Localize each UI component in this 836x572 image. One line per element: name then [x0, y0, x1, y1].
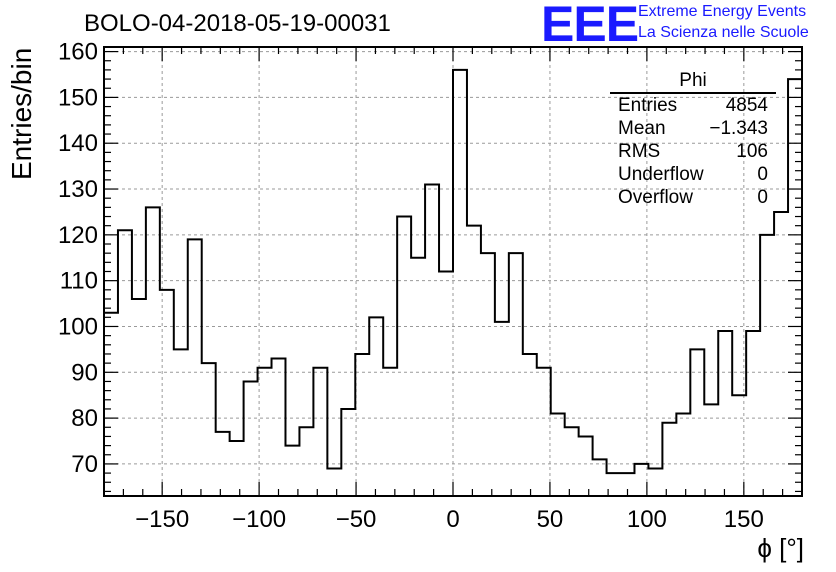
x-tick-label: −150	[135, 506, 189, 533]
x-tick-label: 50	[537, 506, 564, 533]
stats-label: Entries	[618, 95, 678, 116]
histogram-bin	[258, 368, 272, 496]
stats-value: 0	[757, 164, 768, 185]
y-tick-label: 120	[58, 222, 98, 249]
histogram-bin	[132, 299, 146, 496]
stats-label: Mean	[618, 118, 666, 139]
stats-label: RMS	[618, 141, 661, 162]
x-tick-label: 150	[724, 506, 764, 533]
histogram-bin	[118, 230, 132, 496]
histogram-bin	[383, 368, 397, 496]
histogram-bin	[299, 427, 313, 496]
y-tick-label: 130	[58, 176, 98, 203]
stats-row-overflow: Overflow 0	[610, 186, 776, 209]
histogram-bin	[523, 354, 537, 496]
stats-row-mean: Mean −1.343	[610, 117, 776, 140]
histogram-bin	[648, 469, 662, 496]
y-tick-label: 80	[71, 405, 98, 432]
histogram-bin	[285, 446, 299, 496]
stats-row-rms: RMS 106	[610, 140, 776, 163]
histogram-bin	[481, 253, 495, 496]
histogram-bin	[495, 322, 509, 496]
stats-value: −1.343	[709, 118, 768, 139]
histogram-bin	[662, 423, 676, 496]
y-tick-label: 90	[71, 359, 98, 386]
x-axis-label: ϕ [°]	[757, 533, 804, 563]
stats-value: 4854	[725, 95, 768, 116]
x-tick-label: 100	[627, 506, 667, 533]
histogram-bin	[230, 441, 244, 496]
histogram-bin	[425, 184, 439, 496]
histogram-bin	[341, 409, 355, 496]
chart-title: BOLO-04-2018-05-19-00031	[84, 10, 391, 37]
y-tick-label: 70	[71, 451, 98, 478]
histogram-bin	[327, 469, 341, 496]
histogram-bin	[439, 272, 453, 497]
histogram-bin	[788, 79, 802, 496]
y-tick-label: 110	[60, 268, 98, 295]
stats-box: Phi Entries 4854 Mean −1.343 RMS 106 Und…	[610, 70, 776, 209]
histogram-bin	[313, 368, 327, 496]
histogram-bin	[174, 349, 188, 496]
histogram-bin	[216, 432, 230, 496]
histogram-bin	[760, 235, 774, 496]
y-tick-label: 140	[58, 130, 98, 157]
stats-row-entries: Entries 4854	[610, 94, 776, 117]
eee-logo: EEE	[541, 0, 639, 52]
x-tick-label: 0	[446, 506, 459, 533]
histogram-bin	[397, 217, 411, 496]
histogram-bin	[411, 258, 425, 496]
histogram-bin	[593, 459, 607, 496]
histogram-bin	[676, 414, 690, 496]
x-tick-label: −50	[336, 506, 377, 533]
histogram-bin	[551, 414, 565, 496]
histogram-series-line	[104, 68, 802, 475]
logo-text-line1: Extreme Energy Events	[638, 3, 807, 20]
histogram-bin	[537, 368, 551, 496]
stats-label: Overflow	[618, 187, 693, 208]
stats-value: 106	[736, 141, 768, 162]
histogram-bin	[746, 331, 760, 496]
histogram-bin	[104, 313, 118, 496]
histogram-bin	[244, 381, 258, 496]
stats-title: Phi	[610, 70, 776, 94]
histogram-bin	[453, 70, 467, 496]
histogram-bin	[202, 363, 216, 496]
histogram-bin	[146, 207, 160, 496]
logo-text-line2: La Scienza nelle Scuole	[638, 24, 809, 41]
stats-row-underflow: Underflow 0	[610, 163, 776, 186]
histogram-bin	[509, 253, 523, 496]
histogram-bin	[355, 354, 369, 496]
y-axis-label: Entries/bin	[6, 47, 37, 180]
stats-label: Underflow	[618, 164, 704, 185]
histogram-bin	[160, 290, 174, 496]
y-tick-label: 100	[58, 313, 98, 340]
histogram-bin	[369, 317, 383, 496]
stats-value: 0	[757, 187, 768, 208]
histogram-bin	[565, 427, 579, 496]
x-tick-label: −100	[232, 506, 286, 533]
histogram-bin	[467, 226, 481, 496]
histogram-bin	[579, 436, 593, 496]
histogram-bin	[272, 359, 286, 496]
histogram-bin	[188, 239, 202, 496]
histogram-bin	[718, 331, 732, 496]
y-tick-label: 150	[58, 84, 98, 111]
histogram-bin	[690, 349, 704, 496]
y-tick-label: 160	[58, 39, 98, 66]
histogram-bin	[774, 212, 788, 496]
